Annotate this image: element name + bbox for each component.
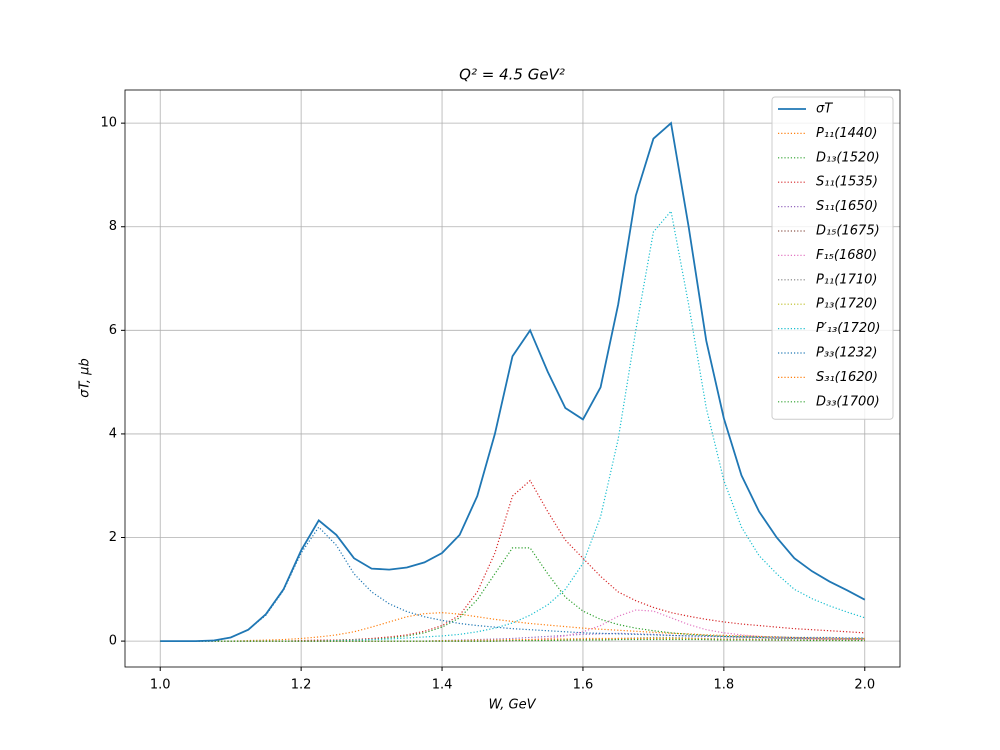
legend-box [771,96,894,420]
x-tick-label: 1.2 [291,678,312,693]
legend-label: P₃₃(1232) [816,346,878,361]
x-tick-label: 1.6 [573,678,594,693]
x-tick-label: 1.4 [432,678,453,693]
y-tick-label: 2 [109,530,117,545]
axes-frame [124,89,901,668]
grid [125,90,900,667]
y-axis-label: σT, μb [78,358,93,397]
legend-label: D₃₃(1700) [816,394,880,409]
y-tick-label: 0 [109,634,117,649]
legend: σT P₁₁(1440) D₁₃(1520) S₁₁(1535) S₁₁(1650) D₁… [771,96,894,420]
x-tick-label: 1.0 [150,678,171,693]
chart-title: Q² = 4.5 GeV² [459,66,565,84]
x-tick-label: 1.8 [714,678,735,693]
series-line [160,612,865,642]
series-line [160,121,866,642]
series-line [160,479,865,642]
x-tick-label: 2.0 [854,678,875,693]
legend-label: P₁₁(1440) [816,126,878,141]
legend-label: S₃₁(1620) [816,370,878,385]
y-tick-label: 4 [109,426,117,441]
series-line [160,632,865,642]
legend-label: D₁₅(1675) [816,224,880,239]
legend-label: P′₁₃(1720) [816,321,880,336]
legend-label: σT [816,102,833,117]
y-tick-label: 10 [100,116,117,131]
x-axis-label: W, GeV [488,698,536,713]
series-line [160,526,865,642]
legend-label: S₁₁(1650) [816,199,878,214]
series-line [160,638,865,642]
legend-label: F₁₅(1680) [816,248,877,263]
legend-label: P₁₃(1720) [816,297,878,312]
legend-label: P₁₁(1710) [816,272,878,287]
y-tick-label: 8 [109,219,117,234]
legend-label: D₁₃(1520) [816,150,880,165]
plot-area [160,121,866,642]
legend-label: S₁₁(1535) [816,175,878,190]
series-line [160,637,865,642]
y-tick-label: 6 [109,323,117,338]
